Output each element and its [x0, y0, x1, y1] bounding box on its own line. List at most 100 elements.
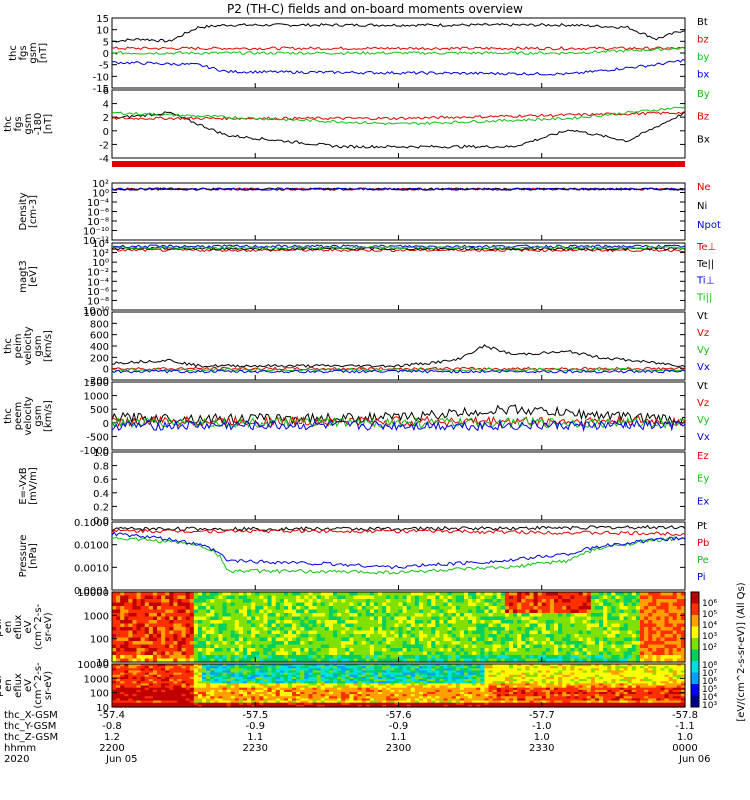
heatmap-cell	[112, 691, 117, 695]
heatmap-cell	[181, 676, 187, 680]
heatmap-cell	[504, 592, 510, 597]
heatmap-cell	[328, 602, 334, 607]
heatmap-cell	[513, 609, 518, 614]
heatmap-cell	[463, 689, 469, 693]
heatmap-cell	[283, 627, 289, 632]
heatmap-cell	[259, 679, 265, 682]
heatmap-cell	[639, 613, 645, 618]
ytick-label: 500	[90, 405, 109, 416]
heatmap-cell	[369, 696, 375, 699]
heatmap-cell	[275, 609, 281, 614]
heatmap-cell	[300, 689, 305, 693]
heatmap-cell	[148, 609, 154, 614]
heatmap-cell	[451, 648, 457, 653]
heatmap-cell	[173, 694, 179, 697]
legend-Vt: Vt	[697, 311, 708, 322]
heatmap-cell	[251, 676, 256, 680]
heatmap-cell	[292, 616, 297, 621]
heatmap-cell	[337, 634, 342, 639]
heatmap-cell	[623, 592, 629, 597]
heatmap-cell	[333, 704, 338, 708]
heatmap-cell	[247, 595, 252, 600]
heatmap-cell	[680, 599, 686, 604]
heatmap-cell	[173, 644, 179, 649]
heatmap-cell	[562, 609, 567, 614]
heatmap-cell	[251, 672, 256, 676]
heatmap-cell	[226, 630, 232, 635]
ytick-label: 10⁻²	[87, 268, 109, 279]
heatmap-cell	[177, 627, 183, 632]
heatmap-cell	[140, 620, 146, 625]
heatmap-cell	[238, 683, 244, 687]
heatmap-cell	[447, 670, 453, 674]
ylabel-line: thc	[3, 408, 14, 424]
heatmap-cell	[648, 641, 653, 646]
heatmap-cell	[406, 648, 412, 653]
heatmap-cell	[238, 634, 244, 639]
heatmap-cell	[210, 687, 215, 691]
heatmap-cell	[443, 666, 449, 669]
heatmap-cell	[390, 679, 396, 682]
heatmap-cell	[463, 613, 469, 618]
heatmap-cell	[210, 637, 215, 642]
heatmap-cell	[206, 694, 211, 697]
heatmap-cell	[181, 670, 187, 674]
heatmap-cell	[206, 679, 211, 682]
heatmap-cell	[287, 689, 293, 693]
heatmap-cell	[324, 613, 330, 618]
heatmap-cell	[202, 627, 207, 632]
heatmap-cell	[271, 648, 277, 653]
heatmap-cell	[271, 595, 277, 600]
heatmap-cell	[455, 606, 461, 611]
heatmap-cell	[500, 637, 506, 642]
heatmap-cell	[496, 623, 502, 628]
heatmap-cell	[468, 676, 473, 680]
heatmap-cell	[668, 641, 674, 646]
heatmap-cell	[267, 670, 273, 674]
heatmap-cell	[394, 613, 400, 618]
heatmap-cell	[304, 698, 310, 702]
heatmap-cell	[447, 658, 453, 663]
heatmap-cell	[398, 606, 404, 611]
heatmap-cell	[484, 691, 490, 695]
heatmap-cell	[242, 623, 248, 628]
heatmap-cell	[152, 674, 158, 678]
heatmap-cell	[238, 609, 244, 614]
heatmap-cell	[517, 620, 522, 625]
heatmap-cell	[582, 606, 588, 611]
heatmap-cell	[283, 609, 289, 614]
heatmap-cell	[312, 698, 318, 702]
heatmap-cell	[279, 613, 285, 618]
heatmap-cell	[320, 634, 326, 639]
heatmap-cell	[296, 672, 301, 676]
heatmap-cell	[300, 658, 305, 663]
heatmap-cell	[664, 641, 670, 646]
heatmap-cell	[410, 698, 416, 702]
heatmap-cell	[435, 658, 441, 663]
heatmap-cell	[152, 620, 158, 625]
heatmap-cell	[509, 613, 514, 618]
heatmap-cell	[488, 704, 494, 708]
heatmap-cell	[435, 655, 441, 660]
heatmap-cell	[648, 592, 653, 597]
heatmap-cell	[197, 658, 203, 663]
heatmap-cell	[238, 691, 244, 695]
heatmap-cell	[255, 704, 260, 708]
heatmap-cell	[157, 592, 162, 597]
heatmap-cell	[189, 627, 195, 632]
heatmap-cell	[181, 592, 187, 597]
heatmap-cell	[349, 627, 355, 632]
heatmap-cell	[230, 655, 236, 660]
heatmap-cell	[300, 694, 305, 697]
heatmap-cell	[574, 606, 580, 611]
heatmap-cell	[128, 696, 134, 699]
heatmap-cell	[513, 644, 518, 649]
heatmap-cell	[353, 620, 359, 625]
heatmap-cell	[607, 630, 612, 635]
heatmap-cell	[234, 696, 240, 699]
heatmap-cell	[328, 679, 334, 682]
heatmap-cell	[676, 623, 682, 628]
heatmap-cell	[120, 672, 125, 676]
heatmap-cell	[402, 676, 408, 680]
heatmap-cell	[537, 634, 543, 639]
